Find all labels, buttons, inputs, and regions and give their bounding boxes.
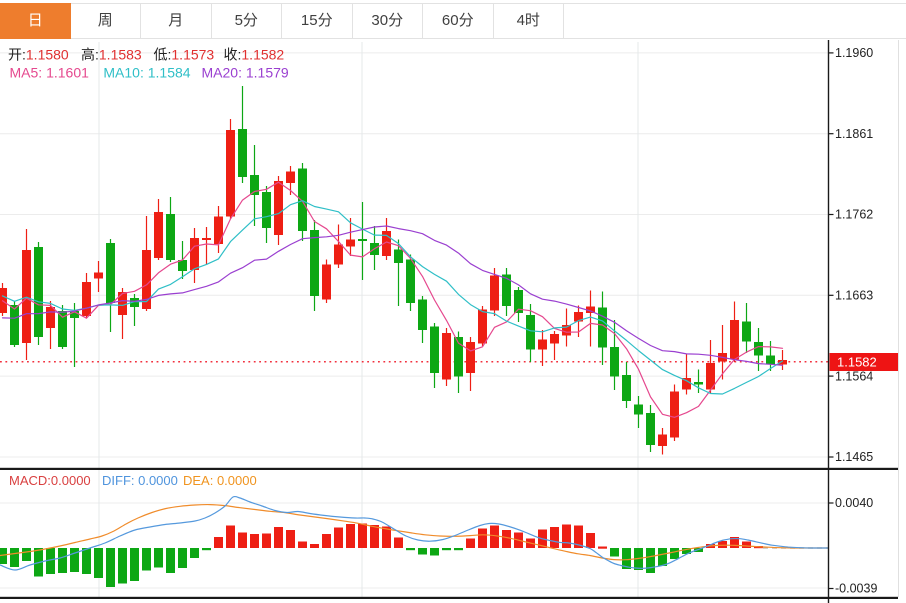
svg-text:DIFF: 0.0000: DIFF: 0.0000 <box>102 473 178 488</box>
svg-text:1.1861: 1.1861 <box>835 127 873 141</box>
svg-text:1.1663: 1.1663 <box>835 289 873 303</box>
svg-text:低:1.1573: 低:1.1573 <box>154 47 215 63</box>
svg-text:1.1960: 1.1960 <box>835 46 873 60</box>
svg-text:1.1564: 1.1564 <box>835 369 873 383</box>
svg-text:1.1465: 1.1465 <box>835 450 873 464</box>
svg-text:MA5: 1.1601: MA5: 1.1601 <box>10 65 90 81</box>
svg-text:开:1.1580: 开:1.1580 <box>8 47 69 63</box>
svg-text:MACD:0.0000: MACD:0.0000 <box>9 473 91 488</box>
svg-text:DEA: 0.0000: DEA: 0.0000 <box>183 473 257 488</box>
svg-text:-0.0039: -0.0039 <box>835 582 877 596</box>
svg-text:收:1.1582: 收:1.1582 <box>224 47 285 63</box>
svg-text:1.1762: 1.1762 <box>835 208 873 222</box>
svg-text:MA10: 1.1584: MA10: 1.1584 <box>103 65 190 81</box>
svg-text:高:1.1583: 高:1.1583 <box>81 47 142 63</box>
svg-text:MA20: 1.1579: MA20: 1.1579 <box>202 65 289 81</box>
svg-text:0.0040: 0.0040 <box>835 496 873 510</box>
svg-text:1.1582: 1.1582 <box>837 355 877 370</box>
